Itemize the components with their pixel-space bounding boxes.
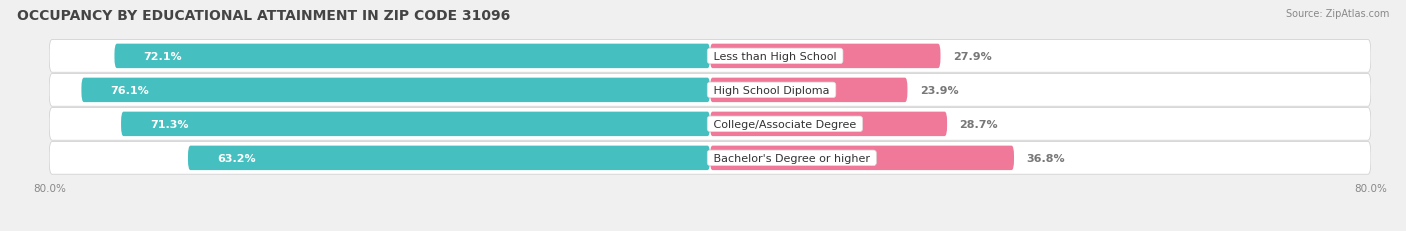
FancyBboxPatch shape: [710, 44, 941, 69]
Text: 36.8%: 36.8%: [1026, 153, 1064, 163]
FancyBboxPatch shape: [49, 74, 1371, 107]
FancyBboxPatch shape: [49, 40, 1371, 73]
FancyBboxPatch shape: [121, 112, 710, 137]
Text: 76.1%: 76.1%: [110, 85, 149, 95]
FancyBboxPatch shape: [188, 146, 710, 170]
Text: Bachelor's Degree or higher: Bachelor's Degree or higher: [710, 153, 873, 163]
FancyBboxPatch shape: [49, 108, 1371, 141]
Text: Source: ZipAtlas.com: Source: ZipAtlas.com: [1285, 9, 1389, 19]
FancyBboxPatch shape: [710, 146, 1014, 170]
Text: 72.1%: 72.1%: [143, 52, 181, 62]
Text: High School Diploma: High School Diploma: [710, 85, 832, 95]
FancyBboxPatch shape: [710, 112, 948, 137]
FancyBboxPatch shape: [82, 78, 710, 103]
Text: 27.9%: 27.9%: [953, 52, 991, 62]
Text: College/Associate Degree: College/Associate Degree: [710, 119, 860, 129]
FancyBboxPatch shape: [710, 78, 907, 103]
Text: Less than High School: Less than High School: [710, 52, 841, 62]
FancyBboxPatch shape: [114, 44, 710, 69]
Text: 23.9%: 23.9%: [920, 85, 959, 95]
Text: 71.3%: 71.3%: [150, 119, 188, 129]
FancyBboxPatch shape: [49, 142, 1371, 174]
Text: 63.2%: 63.2%: [217, 153, 256, 163]
Text: 28.7%: 28.7%: [959, 119, 998, 129]
Text: OCCUPANCY BY EDUCATIONAL ATTAINMENT IN ZIP CODE 31096: OCCUPANCY BY EDUCATIONAL ATTAINMENT IN Z…: [17, 9, 510, 23]
